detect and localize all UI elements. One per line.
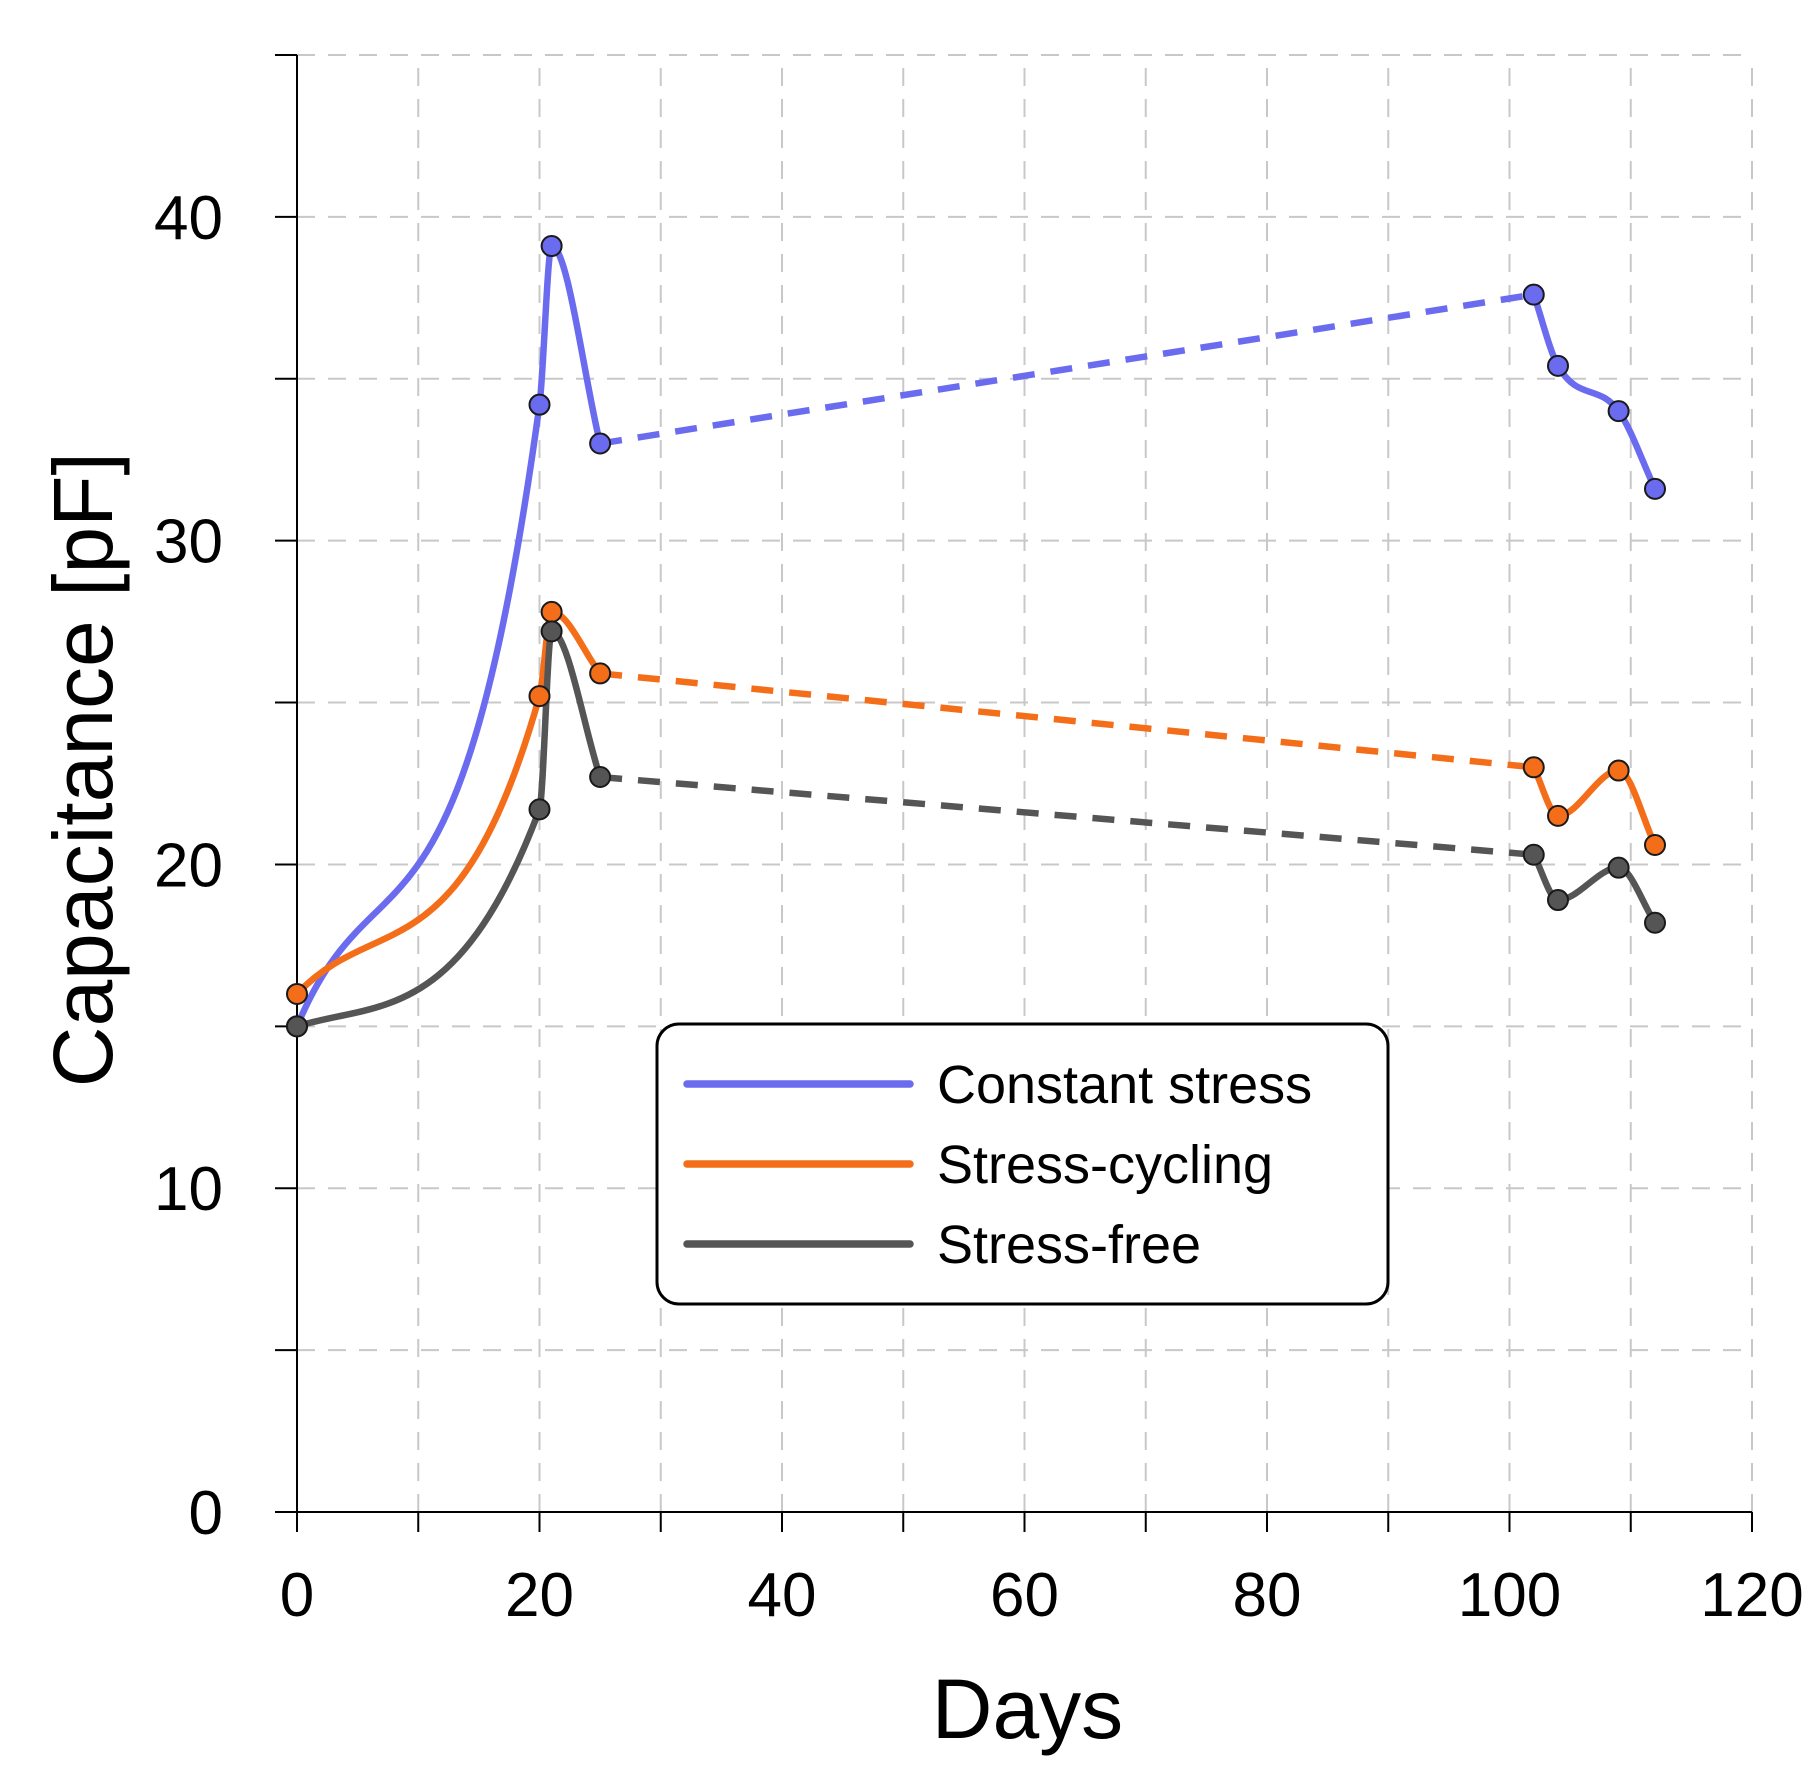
data-point-stress-cycling-102 bbox=[1522, 756, 1545, 779]
y-tick-label-20: 20 bbox=[154, 831, 223, 900]
x-tick-label-0: 0 bbox=[280, 1561, 314, 1630]
series-line-stress-cycling-late bbox=[1530, 764, 1659, 849]
data-point-stress-free-102 bbox=[1522, 843, 1545, 866]
legend-box bbox=[655, 1022, 1390, 1306]
series-line-stress-free-late bbox=[1530, 851, 1659, 926]
series-line-stress-cycling-dashed-gap bbox=[599, 670, 1535, 771]
data-point-constant-stress-25 bbox=[589, 432, 612, 455]
data-point-stress-free-109 bbox=[1607, 856, 1630, 879]
legend-label-constant-stress: Constant stress bbox=[937, 1055, 1312, 1115]
data-point-stress-cycling-21 bbox=[540, 600, 563, 623]
data-point-stress-cycling-109 bbox=[1607, 759, 1630, 782]
data-point-constant-stress-104 bbox=[1547, 354, 1569, 377]
axes: 0 20 40 60 80 100 120 0 10 20 30 40 bbox=[154, 54, 1804, 1630]
data-point-stress-free-112 bbox=[1644, 911, 1666, 934]
data-point-stress-free-0 bbox=[286, 1015, 308, 1038]
legend: Constant stress Stress-cycling Stress-free bbox=[655, 1022, 1390, 1306]
series-line-stress-free-early bbox=[293, 628, 604, 1030]
x-tick-label-60: 60 bbox=[990, 1561, 1059, 1630]
data-point-constant-stress-21 bbox=[540, 235, 563, 258]
y-axis-title: Capacitance [pF] bbox=[36, 452, 130, 1087]
data-point-stress-free-104 bbox=[1547, 889, 1569, 912]
data-point-stress-cycling-20 bbox=[528, 685, 551, 708]
data-point-stress-free-25 bbox=[589, 766, 612, 789]
data-point-constant-stress-109 bbox=[1607, 400, 1630, 423]
y-tick-label-10: 10 bbox=[154, 1155, 223, 1224]
data-point-stress-cycling-104 bbox=[1547, 804, 1569, 827]
data-point-stress-cycling-0 bbox=[286, 982, 308, 1005]
series-lines bbox=[293, 242, 1659, 1030]
data-point-constant-stress-20 bbox=[528, 393, 551, 416]
series-line-stress-free-dashed-gap bbox=[599, 773, 1535, 858]
series-line-constant-stress-dashed-gap bbox=[599, 291, 1535, 447]
x-tick-label-40: 40 bbox=[748, 1561, 817, 1630]
x-tick-label-100: 100 bbox=[1458, 1561, 1561, 1630]
series-points bbox=[286, 235, 1666, 1038]
y-tick-label-30: 30 bbox=[154, 508, 223, 577]
x-axis-title: Days bbox=[932, 1662, 1123, 1756]
data-point-stress-cycling-25 bbox=[589, 662, 612, 685]
series-line-constant-stress-late bbox=[1530, 291, 1659, 493]
y-tick-label-40: 40 bbox=[154, 184, 223, 253]
x-tick-label-80: 80 bbox=[1233, 1561, 1302, 1630]
grid bbox=[297, 54, 1753, 1512]
data-point-constant-stress-102 bbox=[1522, 283, 1545, 306]
data-point-constant-stress-112 bbox=[1644, 477, 1666, 500]
x-tick-label-20: 20 bbox=[505, 1561, 574, 1630]
data-point-stress-cycling-112 bbox=[1644, 834, 1666, 857]
y-tick-label-0: 0 bbox=[189, 1479, 223, 1548]
legend-label-stress-cycling: Stress-cycling bbox=[937, 1135, 1273, 1195]
x-tick-label-120: 120 bbox=[1700, 1561, 1803, 1630]
legend-label-stress-free: Stress-free bbox=[937, 1215, 1201, 1275]
data-point-stress-free-21 bbox=[540, 620, 563, 643]
data-point-stress-free-20 bbox=[528, 798, 551, 821]
